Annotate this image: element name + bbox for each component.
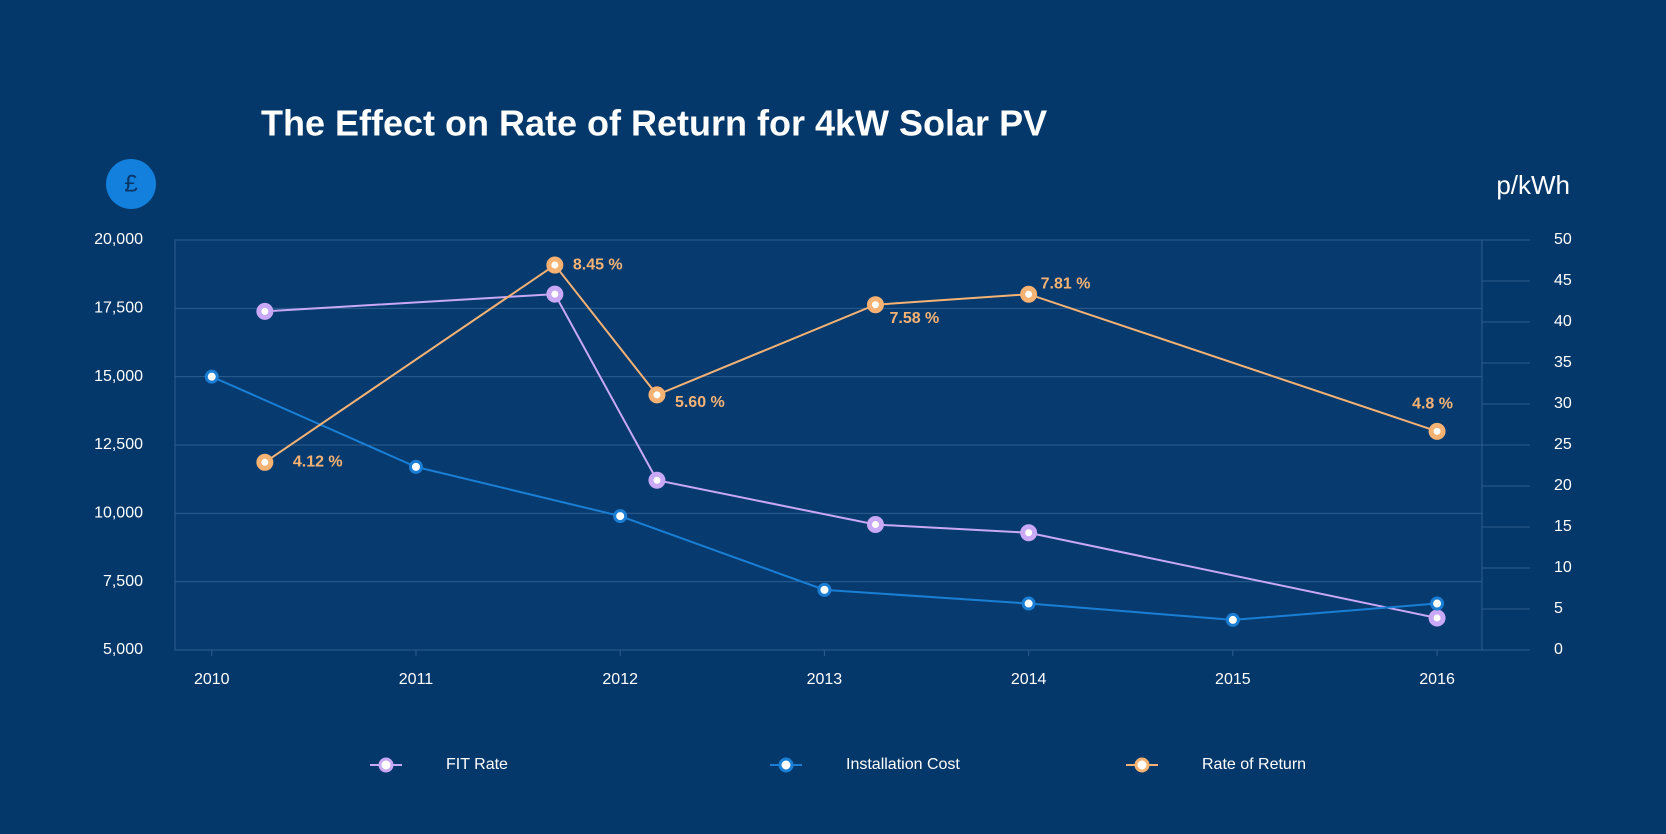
- data-point: [1021, 596, 1036, 611]
- y-tick-label: 7,500: [103, 573, 143, 590]
- data-point-center: [551, 261, 559, 269]
- data-label: 5.60 %: [675, 394, 725, 411]
- x-tick-label: 2016: [1419, 671, 1455, 688]
- data-point-center: [261, 307, 269, 315]
- x-tick-label: 2015: [1215, 671, 1251, 688]
- y-tick-label: 15,000: [94, 368, 143, 385]
- y2-tick-label: 10: [1554, 559, 1572, 576]
- data-label: 7.58 %: [889, 310, 939, 327]
- y2-tick-label: 35: [1554, 354, 1572, 371]
- y2-tick-label: 50: [1554, 231, 1572, 248]
- data-point-center: [1025, 290, 1033, 298]
- data-label: 4.8 %: [1412, 396, 1453, 413]
- data-point-center: [653, 391, 661, 399]
- data-point: [817, 582, 832, 597]
- y-axis-label: £: [124, 170, 137, 197]
- data-point-center: [1433, 614, 1441, 622]
- data-point-center: [1025, 529, 1033, 537]
- legend-marker: [378, 757, 394, 773]
- data-point-center: [1433, 427, 1441, 435]
- y2-tick-label: 25: [1554, 436, 1572, 453]
- data-point: [1430, 596, 1445, 611]
- legend-label: Rate of Return: [1202, 756, 1306, 773]
- data-point-center: [871, 301, 879, 309]
- series-line: [264, 263, 1438, 464]
- legend-label: FIT Rate: [446, 756, 508, 773]
- x-tick-label: 2014: [1011, 671, 1047, 688]
- data-label: 8.45 %: [573, 256, 623, 273]
- y2-tick-label: 45: [1554, 272, 1572, 289]
- data-point-center: [551, 290, 559, 298]
- data-point: [613, 509, 628, 524]
- legend-label: Installation Cost: [846, 756, 960, 773]
- y2-tick-label: 5: [1554, 600, 1563, 617]
- data-point: [204, 369, 219, 384]
- y2-tick-label: 20: [1554, 477, 1572, 494]
- data-point: [1225, 612, 1240, 627]
- chart-title: The Effect on Rate of Return for 4kW Sol…: [261, 103, 1047, 144]
- y-tick-label: 20,000: [94, 231, 143, 248]
- y2-tick-label: 0: [1554, 641, 1563, 658]
- x-tick-label: 2010: [194, 671, 230, 688]
- data-label: 7.81 %: [1041, 275, 1091, 292]
- data-point-center: [871, 521, 879, 529]
- legend-marker: [1134, 757, 1150, 773]
- legend-marker: [778, 757, 794, 773]
- y2-tick-label: 30: [1554, 395, 1572, 412]
- data-point-center: [261, 458, 269, 466]
- y2-tick-label: 15: [1554, 518, 1572, 535]
- x-tick-label: 2013: [807, 671, 843, 688]
- y-tick-label: 12,500: [94, 436, 143, 453]
- data-label: 4.12 %: [293, 454, 343, 471]
- y2-tick-label: 40: [1554, 313, 1572, 330]
- y-tick-label: 5,000: [103, 641, 143, 658]
- y2-axis-label: p/kWh: [1496, 170, 1570, 200]
- x-tick-label: 2012: [602, 671, 638, 688]
- data-point: [408, 459, 423, 474]
- y-axis-badge: [106, 159, 156, 209]
- y-tick-label: 17,500: [94, 300, 143, 317]
- data-point-center: [653, 476, 661, 484]
- x-tick-label: 2011: [399, 671, 434, 688]
- y-tick-label: 10,000: [94, 505, 143, 522]
